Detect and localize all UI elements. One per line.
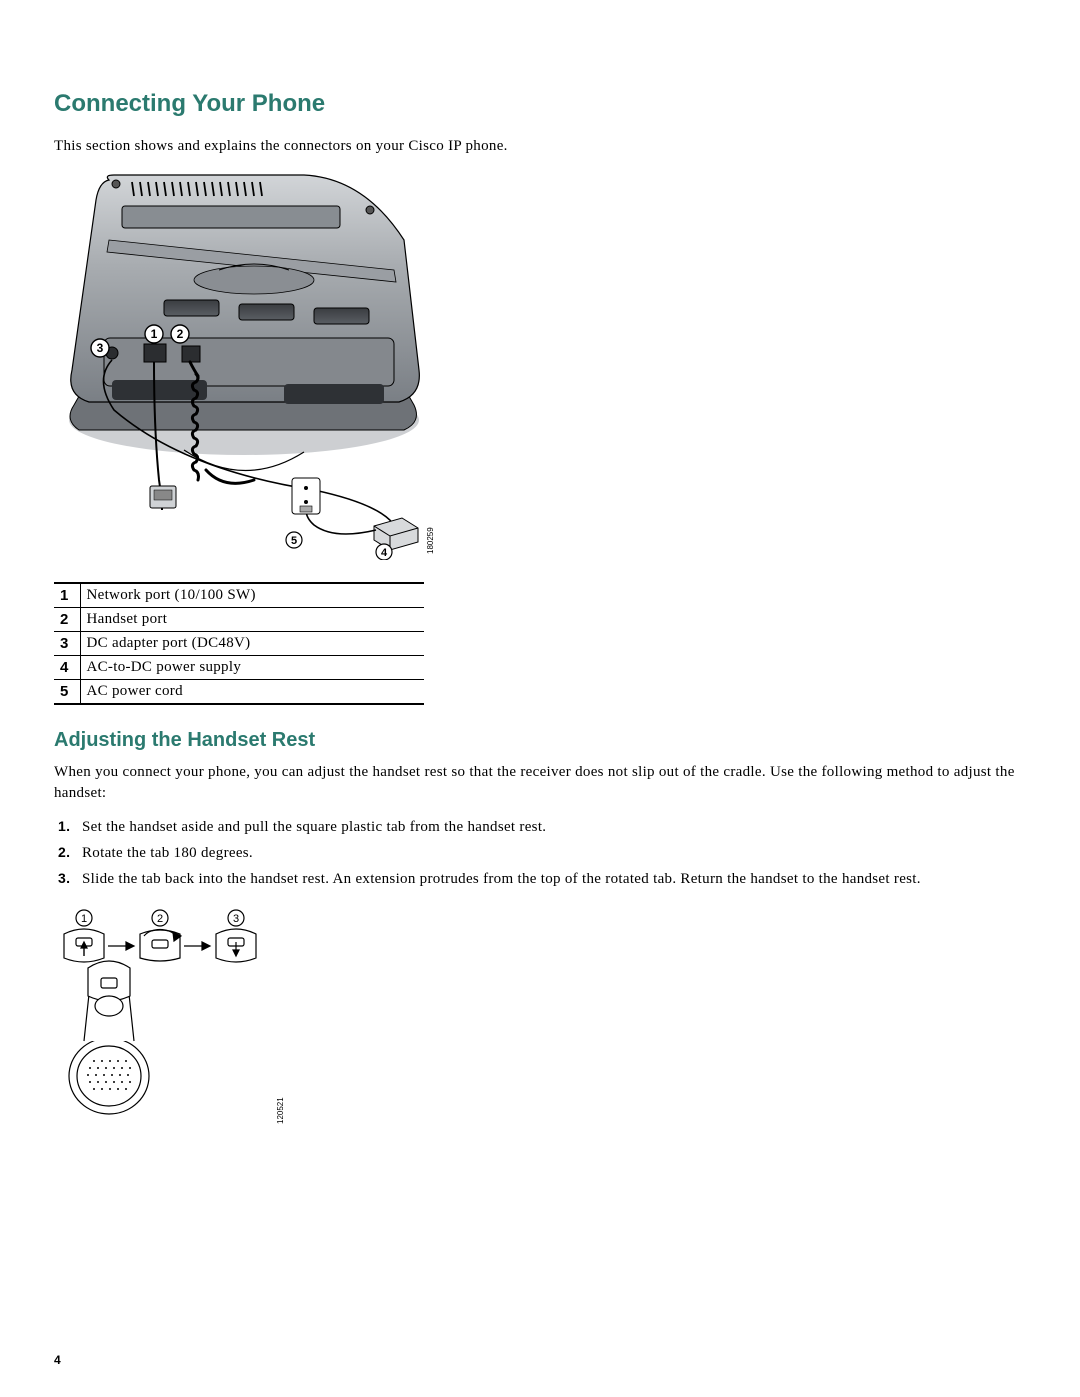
table-row: 1 Network port (10/100 SW) xyxy=(54,583,424,608)
table-row: 5 AC power cord xyxy=(54,680,424,705)
row-num: 2 xyxy=(54,608,80,632)
page: Connecting Your Phone This section shows… xyxy=(0,0,1080,1397)
svg-text:2: 2 xyxy=(177,327,184,341)
row-label: DC adapter port (DC48V) xyxy=(80,632,424,656)
section2-intro: When you connect your phone, you can adj… xyxy=(54,762,1026,803)
row-label: AC power cord xyxy=(80,680,424,705)
page-number: 4 xyxy=(54,1353,61,1367)
table-row: 2 Handset port xyxy=(54,608,424,632)
table-row: 3 DC adapter port (DC48V) xyxy=(54,632,424,656)
svg-text:1: 1 xyxy=(151,327,158,341)
section1-title: Connecting Your Phone xyxy=(54,90,1026,118)
figure2-id: 120521 xyxy=(276,1097,285,1124)
svg-text:4: 4 xyxy=(381,547,388,559)
figure-handset-rest: 1 2 3 xyxy=(54,906,294,1136)
steps-list: Set the handset aside and pull the squar… xyxy=(54,817,1026,890)
section1-intro: This section shows and explains the conn… xyxy=(54,136,1026,156)
connector-table: 1 Network port (10/100 SW) 2 Handset por… xyxy=(54,582,424,705)
step-item: Rotate the tab 180 degrees. xyxy=(54,843,1026,863)
row-num: 4 xyxy=(54,656,80,680)
svg-text:1: 1 xyxy=(81,913,87,925)
figure-phone-connectors: 1 2 3 4 5 180259 xyxy=(54,170,434,560)
row-label: AC-to-DC power supply xyxy=(80,656,424,680)
row-num: 5 xyxy=(54,680,80,705)
table-row: 4 AC-to-DC power supply xyxy=(54,656,424,680)
svg-text:3: 3 xyxy=(233,913,239,925)
step-item: Slide the tab back into the handset rest… xyxy=(54,869,1026,889)
row-num: 3 xyxy=(54,632,80,656)
svg-text:2: 2 xyxy=(157,913,163,925)
svg-text:3: 3 xyxy=(97,341,104,355)
step-item: Set the handset aside and pull the squar… xyxy=(54,817,1026,837)
row-label: Network port (10/100 SW) xyxy=(80,583,424,608)
row-num: 1 xyxy=(54,583,80,608)
section2-title: Adjusting the Handset Rest xyxy=(54,729,1026,752)
row-label: Handset port xyxy=(80,608,424,632)
connector-table-body: 1 Network port (10/100 SW) 2 Handset por… xyxy=(54,583,424,704)
svg-text:5: 5 xyxy=(291,535,297,547)
figure1-id: 180259 xyxy=(426,528,435,555)
